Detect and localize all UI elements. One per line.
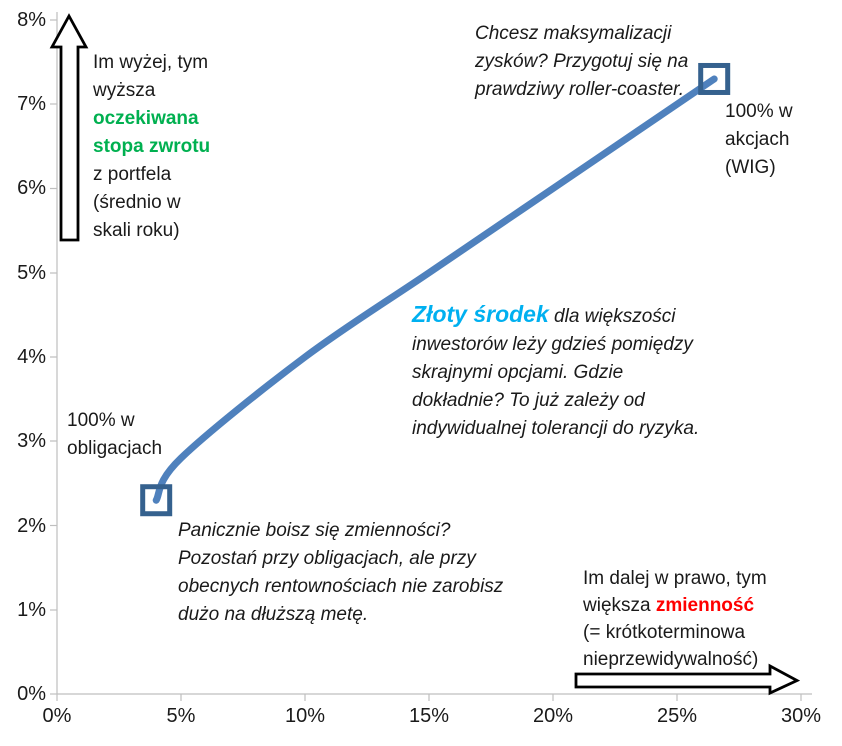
- y-axis-ticks: [50, 19, 57, 695]
- x-axis-tick-label: 10%: [284, 705, 326, 727]
- bonds-note-line: Panicznie boisz się zmienności?: [178, 520, 451, 541]
- expected-return-highlight: stopa zwrotu: [93, 136, 211, 157]
- stocks-label-line: (WIG): [725, 157, 776, 178]
- y-axis-note-line: (średnio w: [93, 192, 181, 213]
- stocks-endpoint-marker: [698, 62, 731, 95]
- x-axis-note-line: Im dalej w prawo, tym: [583, 568, 767, 589]
- y-axis-note-line: Im wyżej, tym: [93, 52, 209, 73]
- bonds-note-line: dużo na dłuższą metę.: [178, 604, 369, 625]
- golden-mean-note-line: inwestorów leży gdzieś pomiędzy: [412, 334, 693, 355]
- y-axis-tick-label: 2%: [17, 515, 46, 537]
- bonds-endpoint-marker: [140, 484, 173, 517]
- bonds-endpoint-label: 100% w obligacjach: [67, 407, 162, 463]
- efficient-frontier-curve: [152, 75, 718, 504]
- volatility-highlight: zmienność: [655, 595, 755, 616]
- y-axis-tick-label: 7%: [17, 93, 46, 115]
- golden-mean-note-line: dokładnie? To już zależy od: [412, 390, 645, 411]
- stocks-note-line: Chcesz maksymalizacji: [475, 23, 672, 44]
- x-axis-tick-label: 25%: [656, 705, 698, 727]
- golden-mean-note-line: Złoty środek dla większości: [412, 300, 699, 331]
- bonds-label-line: 100% w: [67, 410, 135, 431]
- x-axis-tick-label: 5%: [166, 705, 196, 727]
- y-axis-tick-label: 3%: [17, 430, 46, 452]
- y-axis-note: Im wyżej, tym wyższa oczekiwana stopa zw…: [93, 49, 210, 245]
- bonds-label-line: obligacjach: [67, 438, 163, 459]
- x-axis-tick-label: 0%: [42, 705, 72, 727]
- stocks-note: Chcesz maksymalizacji zysków? Przygotuj …: [475, 20, 688, 104]
- golden-mean-note-line: skrajnymi opcjami. Gdzie: [412, 362, 624, 383]
- golden-mean-highlight: Złoty środek: [412, 301, 549, 327]
- bonds-note-line: Pozostań przy obligacjach, ale przy: [178, 548, 476, 569]
- y-axis-tick-label: 0%: [17, 683, 46, 705]
- x-axis-note-line: (= krótkoterminowa: [583, 622, 746, 643]
- x-axis-note-text: większa: [583, 595, 656, 616]
- golden-mean-note-line: indywidualnej tolerancji do ryzyka.: [412, 418, 700, 439]
- y-axis-note-line: z portfela: [93, 164, 172, 185]
- x-axis-tick-label: 15%: [408, 705, 450, 727]
- y-axis-note-line: wyższa: [93, 80, 156, 101]
- x-axis-note: Im dalej w prawo, tym większa zmienność …: [583, 565, 767, 673]
- x-axis-ticks: [56, 694, 802, 701]
- y-axis-note-line: skali roku): [93, 220, 180, 241]
- golden-mean-note: Złoty środek dla większości inwestorów l…: [412, 300, 699, 443]
- x-axis-tick-label: 20%: [532, 705, 574, 727]
- right-arrow-icon: [574, 663, 801, 696]
- y-axis-tick-label: 6%: [17, 177, 46, 199]
- up-arrow-icon: [49, 13, 89, 242]
- x-axis-tick-label: 30%: [780, 705, 822, 727]
- x-axis-note-line: większa zmienność: [583, 592, 767, 619]
- stocks-label-line: akcjach: [725, 129, 790, 150]
- y-axis-tick-label: 1%: [17, 599, 46, 621]
- y-axis-tick-label: 5%: [17, 262, 46, 284]
- golden-mean-note-text: dla większości: [548, 306, 676, 327]
- x-axis-note-line: nieprzewidywalność): [583, 649, 759, 670]
- y-axis-tick-label: 8%: [17, 9, 46, 31]
- stocks-label-line: 100% w: [725, 101, 793, 122]
- bonds-note: Panicznie boisz się zmienności? Pozostań…: [178, 517, 503, 629]
- stocks-note-line: prawdziwy roller-coaster.: [475, 79, 685, 100]
- y-axis-tick-label: 4%: [17, 346, 46, 368]
- bonds-note-line: obecnych rentownościach nie zarobisz: [178, 576, 504, 597]
- expected-return-highlight: oczekiwana: [93, 108, 199, 129]
- stocks-note-line: zysków? Przygotuj się na: [475, 51, 689, 72]
- stocks-endpoint-label: 100% w akcjach (WIG): [725, 98, 793, 182]
